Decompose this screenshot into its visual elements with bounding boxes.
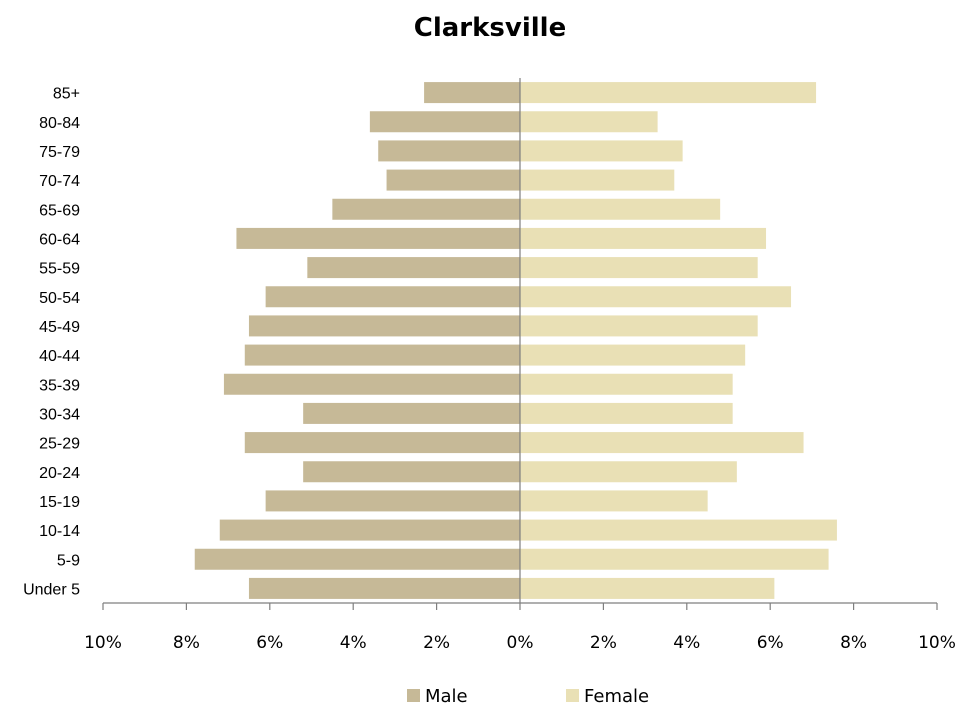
- bar-female-35-39: [520, 373, 733, 395]
- bar-male-75-79: [378, 140, 520, 162]
- bar-female-under-5: [520, 577, 775, 599]
- legend: Male Female: [407, 686, 649, 707]
- bar-female-25-29: [520, 432, 804, 454]
- bar-female-55-59: [520, 257, 758, 279]
- bar-male-50-54: [265, 286, 520, 308]
- category-label: 80-84: [39, 115, 80, 132]
- category-label: Under 5: [23, 581, 80, 598]
- bar-female-85plus: [520, 82, 817, 104]
- category-label: 50-54: [39, 290, 80, 307]
- bar-female-80-84: [520, 111, 658, 133]
- category-label: 35-39: [39, 377, 80, 394]
- x-tick-label: 10%: [84, 633, 122, 653]
- x-axis: 10% 8% 6% 4% 2% 0% 2% 4% 6% 8% 10%: [84, 78, 956, 653]
- x-tick-label: 6%: [757, 633, 784, 653]
- bar-female-65-69: [520, 198, 721, 220]
- legend-label-female: Female: [584, 686, 649, 707]
- bar-female-10-14: [520, 519, 837, 541]
- bar-female-15-19: [520, 490, 708, 512]
- bar-female-40-44: [520, 344, 746, 366]
- bar-female-50-54: [520, 286, 792, 308]
- category-label: 65-69: [39, 202, 80, 219]
- x-tick-label: 6%: [256, 633, 283, 653]
- chart-title: Clarksville: [414, 13, 566, 43]
- x-tick-label: 10%: [918, 633, 956, 653]
- x-tick-label: 2%: [590, 633, 617, 653]
- bar-female-70-74: [520, 169, 675, 191]
- category-label: 20-24: [39, 465, 80, 482]
- x-tick-label: 0%: [507, 633, 534, 653]
- bar-female-75-79: [520, 140, 683, 162]
- legend-swatch-female: [566, 689, 579, 702]
- bar-male-5-9: [194, 548, 521, 570]
- bar-male-10-14: [219, 519, 520, 541]
- bar-male-30-34: [303, 402, 520, 424]
- bar-female-60-64: [520, 227, 767, 249]
- x-tick-label: 4%: [340, 633, 367, 653]
- x-tick-label: 4%: [673, 633, 700, 653]
- legend-swatch-male: [407, 689, 420, 702]
- category-label: 75-79: [39, 144, 80, 161]
- x-tick-label: 8%: [173, 633, 200, 653]
- x-tick-label: 2%: [423, 633, 450, 653]
- bar-male-85plus: [424, 82, 520, 104]
- bars-group: [194, 82, 837, 599]
- bar-female-45-49: [520, 315, 758, 337]
- bar-male-60-64: [236, 227, 520, 249]
- bar-male-55-59: [307, 257, 520, 279]
- bar-male-25-29: [244, 432, 520, 454]
- category-label: 60-64: [39, 231, 80, 248]
- bar-male-under-5: [248, 577, 520, 599]
- category-label: 85+: [53, 86, 80, 103]
- category-label: 5-9: [57, 552, 80, 569]
- bar-female-30-34: [520, 402, 733, 424]
- bar-male-70-74: [386, 169, 520, 191]
- bar-male-40-44: [244, 344, 520, 366]
- bar-male-15-19: [265, 490, 520, 512]
- legend-label-male: Male: [425, 686, 468, 707]
- bar-female-5-9: [520, 548, 829, 570]
- category-label: 15-19: [39, 494, 80, 511]
- category-label: 45-49: [39, 319, 80, 336]
- bar-male-45-49: [248, 315, 520, 337]
- bar-male-65-69: [332, 198, 520, 220]
- x-tick-label: 8%: [840, 633, 867, 653]
- bar-male-35-39: [223, 373, 520, 395]
- category-label: 25-29: [39, 436, 80, 453]
- category-labels: Under 5 5-9 10-14 15-19 20-24 25-29 30-34 35-39…: [23, 86, 80, 599]
- category-label: 55-59: [39, 261, 80, 278]
- category-label: 30-34: [39, 406, 80, 423]
- category-label: 40-44: [39, 348, 80, 365]
- bar-male-20-24: [303, 461, 520, 483]
- bar-male-80-84: [369, 111, 520, 133]
- category-label: 70-74: [39, 173, 80, 190]
- bar-female-20-24: [520, 461, 737, 483]
- category-label: 10-14: [39, 523, 80, 540]
